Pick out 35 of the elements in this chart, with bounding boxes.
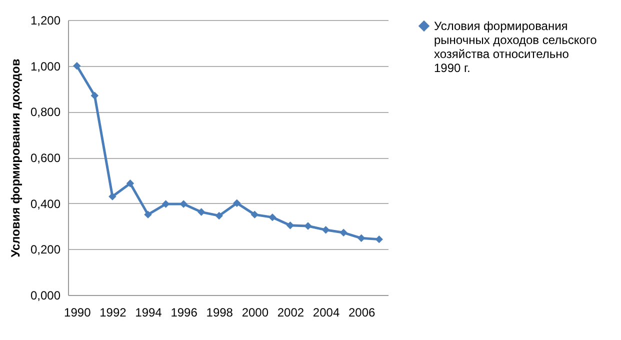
- point: [250, 210, 259, 218]
- point: [304, 222, 312, 230]
- y-tick-label: 1,000: [30, 59, 61, 74]
- point: [375, 235, 383, 244]
- x-tick-label: 1998: [206, 306, 234, 320]
- x-tick-label: 2004: [312, 306, 340, 320]
- y-tick-label: 0,000: [30, 288, 61, 302]
- y-tick-label: 0,800: [30, 105, 61, 120]
- point: [286, 221, 294, 230]
- point: [215, 212, 223, 220]
- point: [144, 210, 152, 218]
- y-tick-label: 0,600: [30, 151, 61, 165]
- x-tick-label: 1994: [135, 306, 162, 320]
- y-axis-title: Условия формирования доходов: [8, 58, 22, 258]
- point: [126, 180, 134, 188]
- point: [268, 213, 276, 222]
- point: [197, 208, 206, 216]
- legend-label: Условия формирования рыночных доходов сельского хозяйства относительно 1990 г.: [434, 19, 598, 75]
- point: [108, 192, 116, 200]
- x-tick-label: 2000: [242, 306, 269, 320]
- point: [233, 199, 241, 207]
- y-tick-label: 0,400: [30, 196, 61, 211]
- x-tick-label: 1992: [100, 306, 127, 320]
- x-tick-label: 2006: [348, 306, 376, 320]
- point: [340, 228, 348, 237]
- y-tick-label: 1,200: [30, 14, 61, 28]
- x-tick-label: 1990: [64, 306, 92, 320]
- x-tick-label: 2002: [277, 306, 304, 320]
- point: [73, 62, 81, 70]
- x-tick-label: 1996: [170, 306, 198, 320]
- y-tick-label: 0,200: [30, 242, 61, 257]
- point: [322, 226, 330, 234]
- point: [180, 200, 188, 208]
- point: [357, 234, 366, 242]
- point: [90, 92, 99, 100]
